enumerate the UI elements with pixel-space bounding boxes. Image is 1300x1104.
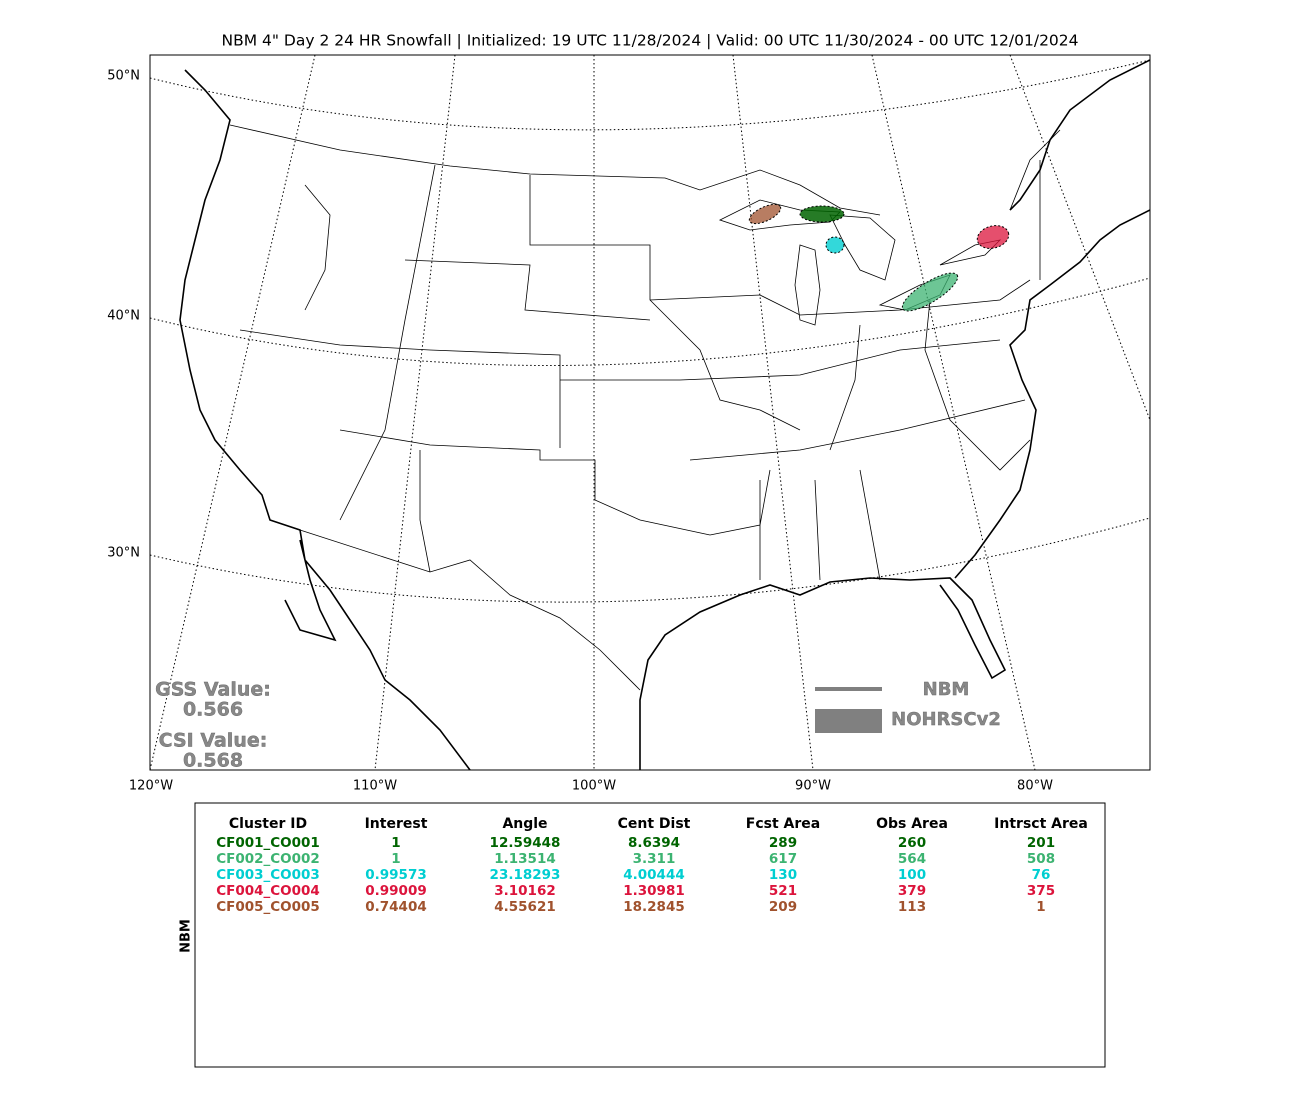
lat-label: 40°N [107,309,140,324]
table-cell: 0.99573 [365,867,427,883]
lat-label: 50°N [107,69,140,84]
table-header: Interest [365,816,428,832]
cluster-area [901,272,959,312]
table-cell: 0.99009 [365,883,427,899]
table-cell: 209 [769,899,797,915]
table-cell: 508 [1027,851,1055,867]
table-cell: 1.13514 [494,851,556,867]
score-label: GSS Value: [155,679,271,701]
graticule [150,277,1150,366]
table-cell: 521 [769,883,797,899]
table-cell: 617 [769,851,797,867]
table-frame [194,802,1106,1068]
table-cell: 18.2845 [623,899,685,915]
table-cell: 201 [1027,835,1055,851]
table-cell: CF003_CO003 [216,867,320,883]
lon-label: 80°W [1017,779,1053,794]
score-value: 0.568 [183,750,243,772]
score-label: CSI Value: [159,730,268,752]
legend-label: NOHRSCv2 [891,709,1001,730]
table: Cluster ID Interest Angle Cent Dist Fcst Are… [216,816,1088,915]
table-cell: CF005_CO005 [216,899,320,915]
cluster-area [799,205,845,223]
table-cell: CF002_CO002 [216,851,320,867]
table-cell: 564 [898,851,926,867]
table-header: Cluster ID [229,816,307,832]
table-header: Intrsct Area [994,816,1088,832]
table-cell: 23.18293 [490,867,561,883]
table-header: Cent Dist [618,816,691,832]
clusters [748,203,1010,312]
table-cell: 1 [391,851,400,867]
table-header: Obs Area [876,816,948,832]
table-cell: 375 [1027,883,1055,899]
table-cell: 3.10162 [494,883,556,899]
table-cell: 76 [1032,867,1051,883]
lon-label: 100°W [572,779,616,794]
table-header: Angle [502,816,547,832]
coastline [179,59,1150,770]
cluster-area [976,225,1010,249]
table-header: Fcst Area [746,816,820,832]
score-value: 0.566 [183,699,243,721]
table-cell: 379 [898,883,926,899]
map: NBM NOHRSCv2 GSS Value: 0.566 CSI Value:… [150,55,1150,772]
lon-label: 110°W [353,779,397,794]
lon-label: 90°W [795,779,831,794]
table-cell: 113 [898,899,926,915]
table-cell: 0.74404 [365,899,427,915]
table-cell: 260 [898,835,926,851]
table-cell: 4.55621 [494,899,556,915]
lat-label: 30°N [107,546,140,561]
cluster-area [748,203,782,225]
table-cell: 1 [391,835,400,851]
graticule [150,517,1150,603]
table-cell: CF001_CO001 [216,835,320,851]
legend-label: NBM [923,679,970,700]
graticule [150,59,1150,131]
table-side-label: NBM [179,919,194,953]
title: NBM 4" Day 2 24 HR Snowfall | Initialize… [221,32,1078,50]
graticule [1009,55,1150,421]
table-cell: 130 [769,867,797,883]
table-cell: 100 [898,867,926,883]
table-cell: 8.6394 [628,835,680,851]
table-cell: 1.30981 [623,883,685,899]
table-cell: 12.59448 [490,835,561,851]
map-frame [149,54,1151,771]
table-cell: 289 [769,835,797,851]
border [229,124,1061,691]
table-cell: 3.311 [633,851,676,867]
table-cell: 4.00444 [623,867,685,883]
lon-label: 120°W [129,779,173,794]
map-axes: 50°N 40°N 30°N 120°W 110°W 100°W 90°W 80°W [107,69,1053,794]
table-cell: CF004_CO004 [216,883,320,899]
table-cell: 1 [1036,899,1045,915]
cluster-area [825,236,845,254]
legend-fill [815,709,882,733]
